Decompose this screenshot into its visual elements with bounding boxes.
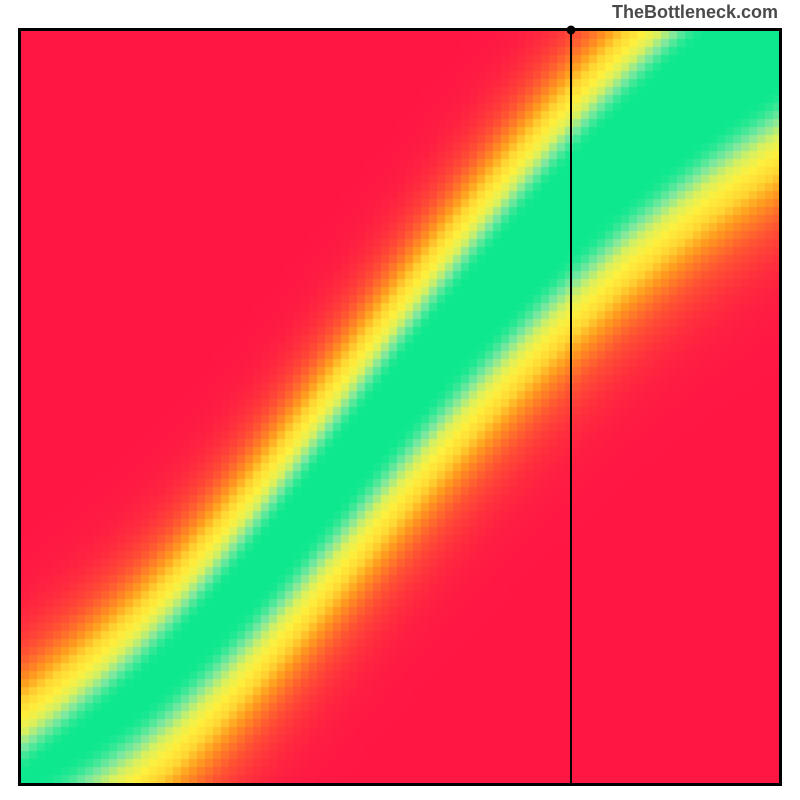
attribution-text: TheBottleneck.com <box>612 2 778 23</box>
marker-vertical-line <box>570 31 572 783</box>
chart-frame <box>18 28 782 786</box>
bottleneck-chart <box>18 28 782 786</box>
marker-dot <box>566 26 575 35</box>
